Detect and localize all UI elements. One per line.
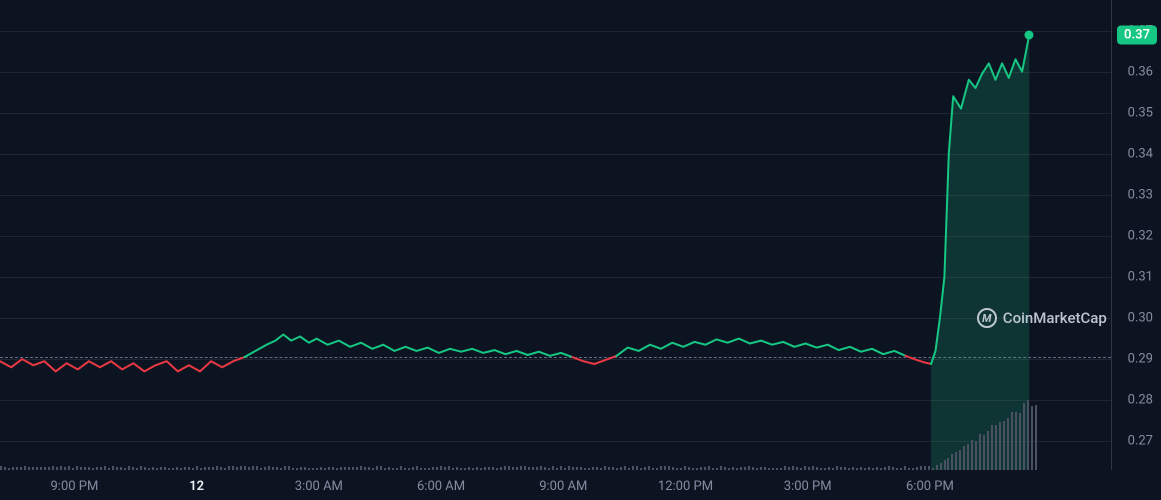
- volume-bar: [947, 458, 949, 470]
- y-axis-label: 0.32: [1128, 228, 1153, 243]
- volume-bar: [995, 425, 997, 470]
- watermark: M CoinMarketCap: [977, 308, 1107, 328]
- volume-bar: [1023, 403, 1025, 470]
- watermark-icon-letter: M: [982, 312, 991, 325]
- current-price-badge: 0.37: [1117, 25, 1157, 44]
- volume-bar: [991, 425, 993, 470]
- y-axis-label: 0.29: [1128, 352, 1153, 367]
- price-line-segment: [0, 357, 244, 371]
- watermark-text: CoinMarketCap: [1003, 309, 1107, 327]
- volume-bar: [999, 422, 1001, 470]
- x-axis-label: 6:00 PM: [906, 479, 954, 494]
- x-axis-label: 9:00 PM: [51, 479, 99, 494]
- price-line-segment: [906, 356, 932, 364]
- volume-bar: [983, 435, 985, 470]
- x-axis-label: 12:00 PM: [658, 479, 713, 494]
- y-axis-label: 0.35: [1128, 105, 1153, 120]
- volume-bar: [959, 450, 961, 470]
- y-axis-label: 0.34: [1128, 146, 1153, 161]
- volume-bar: [1011, 412, 1013, 470]
- volume-bar: [1031, 406, 1033, 470]
- y-axis-label: 0.30: [1128, 311, 1153, 326]
- x-axis-label: 3:00 PM: [784, 479, 832, 494]
- current-price-dot: [1025, 30, 1034, 39]
- price-line-segment: [244, 335, 572, 358]
- volume-bar: [975, 441, 977, 470]
- coinmarketcap-icon: M: [977, 308, 997, 328]
- volume-bar: [1003, 421, 1005, 470]
- x-axis-label: 12: [189, 479, 204, 494]
- volume-bar: [1007, 418, 1009, 470]
- volume-bar: [955, 452, 957, 470]
- x-axis-label: 9:00 AM: [539, 479, 587, 494]
- volume-bars: [0, 380, 1111, 470]
- x-axis-label: 6:00 AM: [417, 479, 465, 494]
- volume-bar: [951, 454, 953, 470]
- volume-bar: [967, 444, 969, 470]
- volume-bar: [971, 440, 973, 470]
- volume-bar: [979, 434, 981, 470]
- volume-bar: [1027, 400, 1029, 470]
- y-axis: 0.27 0.28 0.29 0.30 0.31 0.32 0.33 0.34 0.35 0.36…: [1111, 0, 1161, 500]
- y-axis-label: 0.33: [1128, 187, 1153, 202]
- volume-bar: [1015, 412, 1017, 470]
- current-price-value: 0.37: [1124, 27, 1150, 42]
- x-axis-label: 3:00 AM: [295, 479, 343, 494]
- y-axis-label: 0.36: [1128, 64, 1153, 79]
- y-axis-label: 0.31: [1128, 269, 1153, 284]
- volume-bar: [987, 431, 989, 470]
- volume-bar: [940, 463, 942, 470]
- volume-bar: [963, 446, 965, 470]
- x-axis: 9:00 PM 12 3:00 AM 6:00 AM 9:00 AM 12:00 PM 3:…: [0, 470, 1111, 500]
- price-chart[interactable]: 0.27 0.28 0.29 0.30 0.31 0.32 0.33 0.34 0.35 0.36…: [0, 0, 1161, 500]
- y-axis-label: 0.27: [1128, 434, 1153, 449]
- y-axis-label: 0.28: [1128, 393, 1153, 408]
- volume-bar: [1035, 405, 1037, 470]
- volume-bar: [944, 460, 946, 470]
- price-line-segment: [617, 339, 906, 356]
- price-line-segment: [572, 356, 616, 364]
- volume-bar: [1019, 413, 1021, 470]
